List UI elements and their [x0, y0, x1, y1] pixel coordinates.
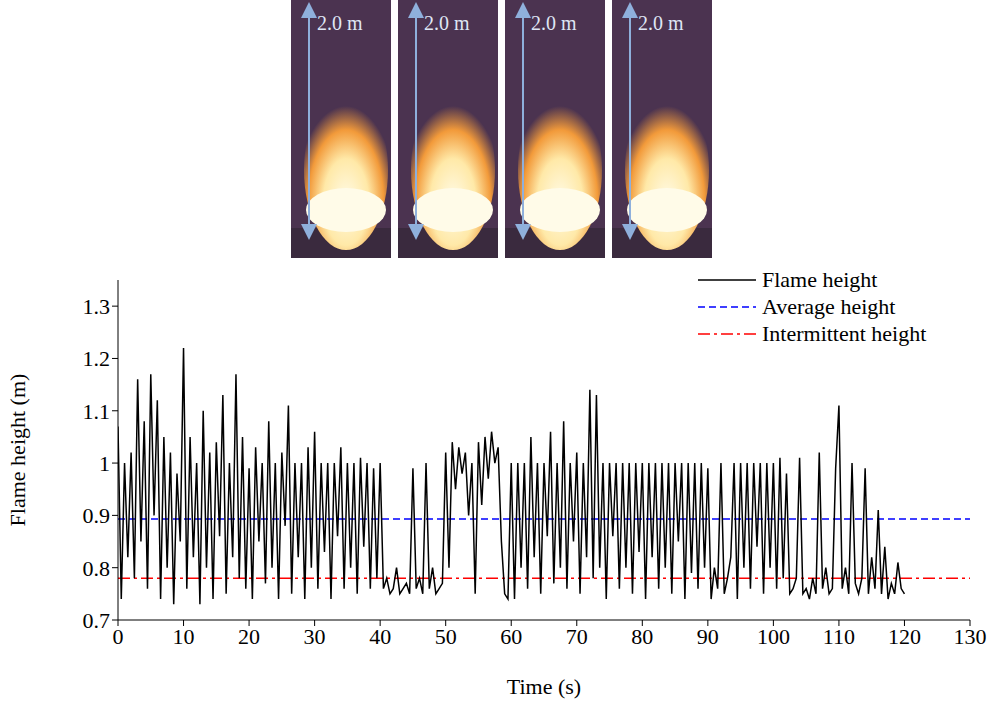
svg-text:120: 120 — [888, 624, 921, 649]
html-text:Intermittent height: Intermittent height — [762, 320, 927, 346]
svg-text:2.0 m: 2.0 m — [317, 12, 363, 34]
svg-text:70: 70 — [566, 624, 588, 649]
svg-text:20: 20 — [238, 624, 260, 649]
svg-text:50: 50 — [435, 624, 457, 649]
svg-text:10: 10 — [173, 624, 195, 649]
html-text:Flame height: Flame height — [762, 266, 878, 292]
svg-text:0.8: 0.8 — [83, 556, 111, 581]
svg-text:90: 90 — [697, 624, 719, 649]
svg-text:80: 80 — [631, 624, 653, 649]
svg-text:100: 100 — [757, 624, 790, 649]
svg-text:110: 110 — [823, 624, 855, 649]
svg-text:130: 130 — [954, 624, 987, 649]
html-text:Average height: Average height — [762, 293, 896, 319]
svg-text:2.0 m: 2.0 m — [424, 12, 470, 34]
svg-text:2.0 m: 2.0 m — [638, 12, 684, 34]
svg-text:0.7: 0.7 — [83, 608, 111, 633]
svg-text:1.3: 1.3 — [83, 294, 111, 319]
svg-text:60: 60 — [500, 624, 522, 649]
svg-text:1.2: 1.2 — [83, 346, 111, 371]
svg-text:2.0 m: 2.0 m — [531, 12, 577, 34]
svg-text:1: 1 — [99, 451, 110, 476]
svg-text:0: 0 — [113, 624, 124, 649]
svg-text:30: 30 — [304, 624, 326, 649]
svg-text:Time (s): Time (s) — [507, 674, 581, 699]
svg-text:Flame height (m): Flame height (m) — [5, 374, 30, 527]
svg-text:0.9: 0.9 — [83, 503, 111, 528]
svg-text:1.1: 1.1 — [83, 399, 111, 424]
svg-text:40: 40 — [369, 624, 391, 649]
